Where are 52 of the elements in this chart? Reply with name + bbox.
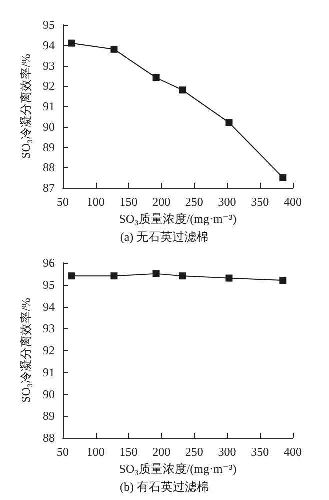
y-tick-label: 93 — [43, 322, 55, 336]
x-tick-label: 50 — [57, 195, 69, 209]
x-tick-label: 100 — [86, 445, 105, 459]
point — [226, 119, 233, 126]
point — [226, 274, 233, 282]
x-tick-label: 250 — [185, 195, 204, 209]
point — [280, 277, 287, 284]
x-tick-label: 250 — [185, 445, 204, 459]
y-tick-label: 90 — [43, 120, 55, 134]
x-tick-label: 300 — [218, 445, 236, 459]
y-axis-title: SO₃冷凝分离效率/% — [19, 54, 34, 159]
y-tick-label: 87 — [43, 181, 55, 195]
x-tick-label: 50 — [57, 445, 69, 459]
text: (a) 无石英过滤棉 — [120, 230, 209, 244]
point — [152, 74, 160, 82]
text: (b) 有石英过滤棉 — [120, 480, 209, 494]
y-axis-title: SO₃冷凝分离效率/% — [19, 298, 34, 403]
x-axis-title: SO₃质量浓度/(mg·m⁻³) — [119, 462, 237, 476]
x-tick-label: 150 — [120, 445, 138, 459]
y-tick-label: 93 — [43, 58, 55, 73]
y-tick-label: 89 — [43, 409, 55, 424]
x-tick-label: 350 — [251, 445, 270, 459]
point — [68, 272, 76, 280]
y-tick-label: 94 — [43, 38, 55, 52]
x-tick-label: 400 — [284, 195, 302, 209]
point — [152, 270, 160, 278]
y-tick-label: 96 — [43, 256, 55, 270]
y-tick-label: 91 — [43, 100, 55, 114]
x-tick-label: 350 — [251, 195, 270, 209]
x-tick-label: 100 — [86, 195, 105, 209]
y-tick-label: 88 — [43, 431, 55, 445]
y-tick-label: 94 — [43, 300, 55, 314]
x-tick-label: 200 — [152, 445, 171, 459]
point — [280, 174, 287, 182]
y-tick-label: 92 — [43, 79, 55, 94]
point — [110, 46, 118, 53]
x-tick-label: 300 — [218, 195, 236, 209]
point — [179, 86, 186, 94]
y-tick-label: 91 — [43, 365, 55, 380]
y-tick-label: 90 — [43, 387, 55, 402]
point — [68, 40, 76, 47]
y-tick-label: 88 — [43, 160, 55, 175]
x-tick-label: 150 — [120, 195, 138, 209]
y-tick-label: 92 — [43, 344, 55, 358]
x-axis-title: SO₃质量浓度/(mg·m⁻³) — [119, 212, 237, 226]
y-tick-label: 95 — [43, 278, 55, 292]
x-tick-label: 400 — [284, 445, 302, 459]
point — [179, 272, 186, 280]
point — [110, 272, 118, 280]
y-tick-label: 95 — [43, 18, 55, 32]
y-tick-label: 89 — [43, 140, 55, 154]
x-tick-label: 200 — [152, 195, 171, 209]
